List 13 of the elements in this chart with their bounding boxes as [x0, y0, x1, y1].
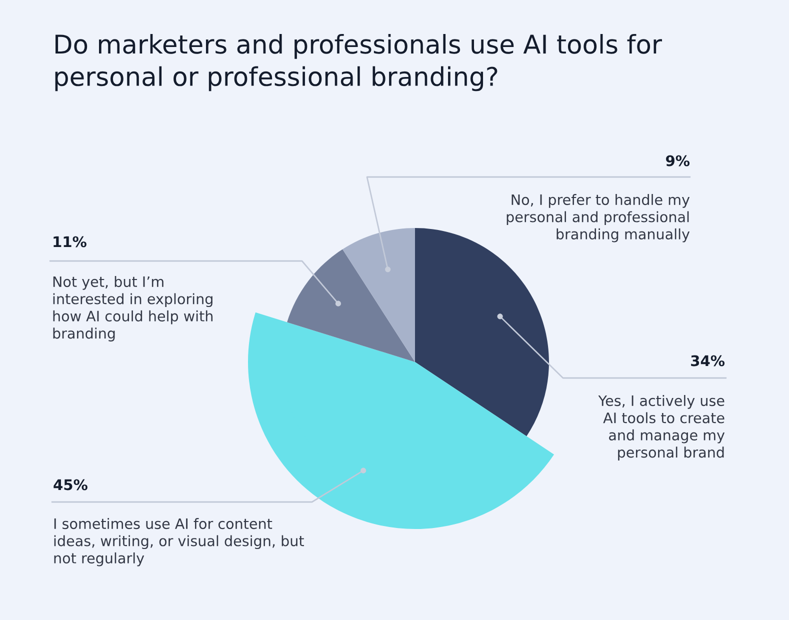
slice-label: I sometimes use AI for content ideas, writing, or visual design, but not regularly: [54, 518, 304, 566]
slice-label: Yes, I actively use AI tools to create and manage my personal brand: [598, 395, 725, 460]
data-label: 11%: [54, 236, 86, 248]
slice-label: No, I prefer to handle my personal and professional branding manually: [506, 194, 690, 242]
data-label: 34%: [691, 355, 725, 366]
slice-label: Not yet, but I’m interested in exploring how AI could help with branding: [53, 276, 213, 342]
chart-title: Do marketers and professionals use AI tools for personal or professional branding?: [55, 34, 662, 92]
pie-slice: [415, 228, 549, 436]
pie-slice: [281, 322, 527, 496]
data-label: 9%: [666, 155, 690, 166]
pie-slice: [342, 228, 415, 362]
pie-slice: [287, 249, 415, 362]
data-label: 45%: [54, 479, 88, 490]
